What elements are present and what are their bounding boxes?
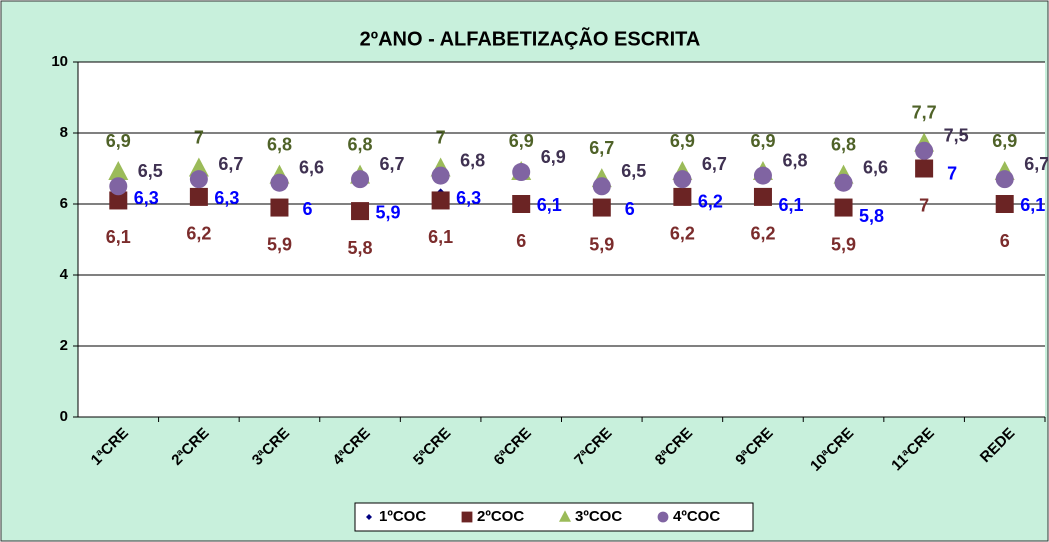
data-label: 6,7: [218, 154, 243, 174]
point: [109, 177, 128, 196]
point: [592, 177, 611, 196]
data-label: 6,8: [831, 134, 856, 154]
data-label: 6,9: [750, 131, 775, 151]
data-label: 7: [947, 163, 957, 183]
legend-marker: [657, 511, 669, 523]
data-label: 6,8: [267, 134, 292, 154]
data-label: 6,1: [537, 195, 562, 215]
data-label: 6: [516, 231, 526, 251]
point: [351, 170, 370, 189]
data-label: 6,9: [541, 147, 566, 167]
legend-label: 4ºCOC: [673, 508, 720, 525]
data-label: 7: [194, 127, 204, 147]
data-label: 6,1: [428, 227, 453, 247]
data-label: 6,5: [138, 161, 163, 181]
data-label: 6: [1000, 231, 1010, 251]
data-label: 6,3: [214, 188, 239, 208]
legend-marker: [461, 511, 473, 523]
legend-box: [354, 502, 754, 532]
data-label: 6,6: [299, 157, 324, 177]
chart-title: 2ºANO - ALFABETIZAÇÃO ESCRITA: [360, 27, 701, 50]
data-label: 6,2: [698, 192, 723, 212]
data-label: 6,8: [782, 150, 807, 170]
data-label: 6,1: [1020, 195, 1045, 215]
point: [351, 202, 370, 221]
point: [512, 163, 531, 182]
point: [995, 195, 1014, 213]
point: [189, 187, 208, 206]
point: [753, 166, 772, 185]
legend-marker: [366, 514, 372, 520]
data-label: 6: [625, 199, 635, 219]
data-label: 6,2: [750, 224, 775, 244]
point: [109, 191, 128, 210]
point: [108, 161, 129, 181]
point: [995, 170, 1014, 189]
point: [512, 195, 531, 213]
data-label: 6,7: [380, 154, 405, 174]
y-tick-label: 4: [60, 266, 69, 283]
point: [189, 170, 208, 189]
point: [915, 141, 934, 160]
data-label: 6,8: [348, 134, 373, 154]
data-label: 7: [919, 195, 929, 215]
data-label: 6,2: [186, 224, 211, 244]
y-tick-label: 2: [60, 337, 68, 354]
point: [753, 187, 772, 206]
point: [270, 198, 289, 217]
data-label: 6,2: [670, 224, 695, 244]
data-label: 7: [436, 127, 446, 147]
y-tick-label: 8: [60, 124, 68, 141]
legend-label: 2ºCOC: [477, 508, 524, 525]
data-label: 6,9: [670, 131, 695, 151]
point: [673, 187, 692, 206]
point: [834, 198, 853, 217]
data-label: 6,8: [460, 150, 485, 170]
y-tick-label: 6: [60, 195, 68, 212]
data-label: 6,5: [621, 161, 646, 181]
data-label: 6,9: [106, 131, 131, 151]
data-label: 7,5: [944, 126, 969, 146]
data-label: 6,7: [589, 138, 614, 158]
y-tick-label: 10: [51, 53, 68, 70]
data-label: 5,9: [376, 202, 401, 222]
point: [673, 170, 692, 189]
legend-label: 3ºCOC: [575, 508, 622, 525]
legend-marker: [559, 510, 571, 522]
data-label: 6,7: [702, 154, 727, 174]
data-label: 5,9: [831, 234, 856, 254]
data-label: 6,6: [863, 157, 888, 177]
point: [915, 159, 934, 178]
point: [431, 166, 450, 185]
data-label: 6,1: [106, 227, 131, 247]
data-label: 5,8: [859, 206, 884, 226]
data-label: 6,3: [456, 188, 481, 208]
legend-label: 1ºCOC: [379, 508, 426, 525]
plot-area: [78, 62, 1045, 417]
data-label: 5,8: [348, 238, 373, 258]
data-label: 6,3: [134, 188, 159, 208]
data-label: 5,9: [589, 234, 614, 254]
point: [270, 173, 289, 192]
data-label: 6: [302, 199, 312, 219]
data-label: 5,9: [267, 234, 292, 254]
data-label: 6,9: [509, 131, 534, 151]
data-label: 6,1: [778, 195, 803, 215]
point: [834, 173, 853, 192]
point: [592, 198, 611, 217]
data-label: 6,9: [992, 131, 1017, 151]
data-label: 7,7: [912, 102, 937, 122]
y-tick-label: 0: [60, 408, 68, 425]
point: [431, 191, 450, 210]
data-label: 6,7: [1024, 154, 1049, 174]
